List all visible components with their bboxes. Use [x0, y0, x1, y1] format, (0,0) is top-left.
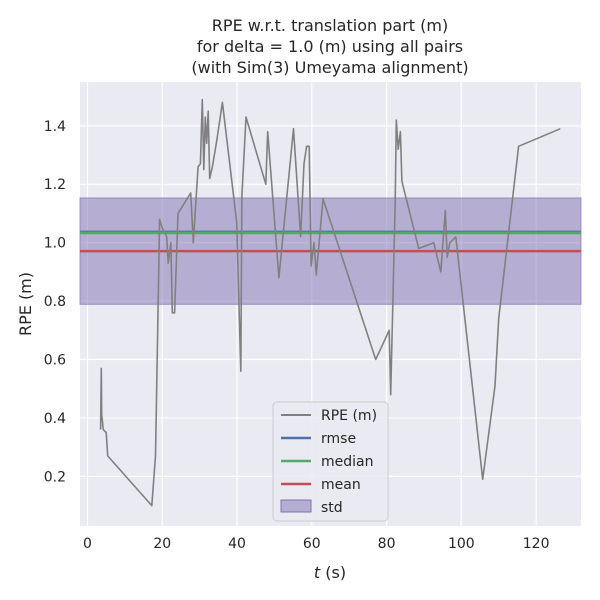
y-tick-label: 0.6 — [44, 353, 66, 369]
y-tick-label: 1.4 — [44, 119, 66, 135]
x-tick-label: 0 — [83, 536, 92, 552]
x-tick-label: 80 — [378, 536, 396, 552]
x-tick-label: 100 — [448, 536, 475, 552]
x-axis-label-unit: (s) — [320, 563, 346, 582]
y-tick-label: 0.4 — [44, 411, 66, 427]
title-line-3: (with Sim(3) Umeyama alignment) — [191, 58, 468, 77]
title-line-1: RPE w.r.t. translation part (m) — [212, 16, 448, 35]
x-tick-label: 120 — [523, 536, 550, 552]
x-axis-label: t (s) — [314, 563, 346, 582]
series-group — [99, 98, 561, 507]
y-tick-labels: 0.2 0.4 0.6 0.8 1.0 1.2 1.4 — [44, 119, 66, 486]
x-axis-label-var: t — [314, 563, 321, 582]
y-axis-label: RPE (m) — [16, 272, 35, 336]
rpe-series-line — [99, 98, 561, 507]
y-tick-label: 0.2 — [44, 469, 66, 485]
y-tick-label: 1.2 — [44, 177, 66, 193]
chart-title: RPE w.r.t. translation part (m) for delt… — [191, 16, 468, 77]
legend-label-mean: mean — [321, 477, 361, 493]
legend-label-median: median — [321, 454, 373, 470]
y-tick-label: 0.8 — [44, 294, 66, 310]
x-tick-label: 60 — [303, 536, 321, 552]
x-tick-label: 20 — [153, 536, 171, 552]
legend-box — [272, 401, 389, 522]
legend-swatch-std — [280, 499, 312, 513]
legend-label-std: std — [321, 500, 343, 516]
x-tick-labels: 0 20 40 60 80 100 120 — [83, 536, 549, 552]
legend: RPE (m) rmse median mean std — [272, 401, 389, 522]
legend-label-rpe: RPE (m) — [321, 408, 377, 424]
x-tick-label: 40 — [228, 536, 246, 552]
title-line-2: for delta = 1.0 (m) using all pairs — [197, 37, 463, 56]
legend-label-rmse: rmse — [321, 431, 356, 447]
y-tick-label: 1.0 — [44, 236, 66, 252]
